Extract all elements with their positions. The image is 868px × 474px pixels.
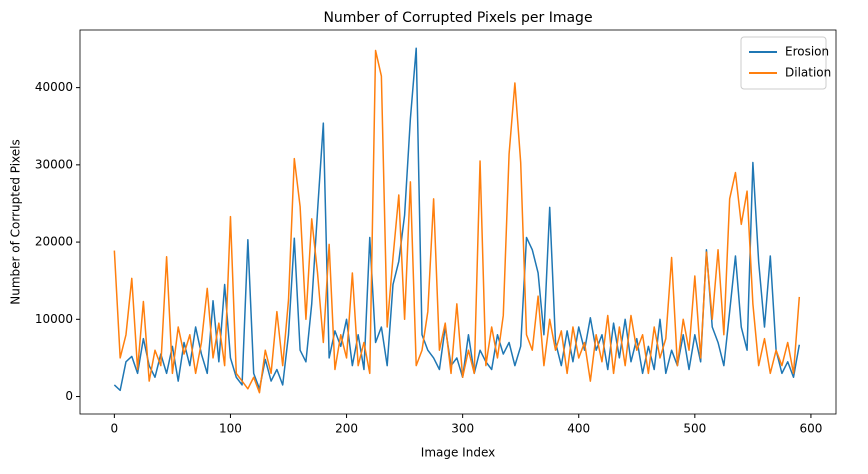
series-line xyxy=(113,49,801,394)
x-axis-label: Image Index xyxy=(421,446,495,460)
y-tick-label: 10000 xyxy=(35,312,73,326)
chart-title: Number of Corrupted Pixels per Image xyxy=(323,10,592,26)
series-line xyxy=(113,47,801,392)
x-tick-label: 600 xyxy=(799,422,822,436)
x-tick-label: 200 xyxy=(335,422,358,436)
y-tick-label: 20000 xyxy=(35,235,73,249)
legend: Erosion Dilation xyxy=(740,36,831,90)
legend-box xyxy=(740,36,827,90)
x-tick-label: 400 xyxy=(567,422,590,436)
x-tick-label: 100 xyxy=(219,422,242,436)
plot-frame xyxy=(79,29,837,415)
y-tick-label: 40000 xyxy=(35,80,73,94)
x-tick-label: 0 xyxy=(111,422,119,436)
x-tick-label: 500 xyxy=(683,422,706,436)
y-axis-label: Number of Corrupted Pixels xyxy=(9,139,23,305)
x-tick-label: 300 xyxy=(451,422,474,436)
y-tick-label: 30000 xyxy=(35,157,73,171)
legend-label: Erosion xyxy=(785,45,829,59)
y-tick-label: 0 xyxy=(65,389,73,403)
legend-label: Dilation xyxy=(785,66,831,80)
